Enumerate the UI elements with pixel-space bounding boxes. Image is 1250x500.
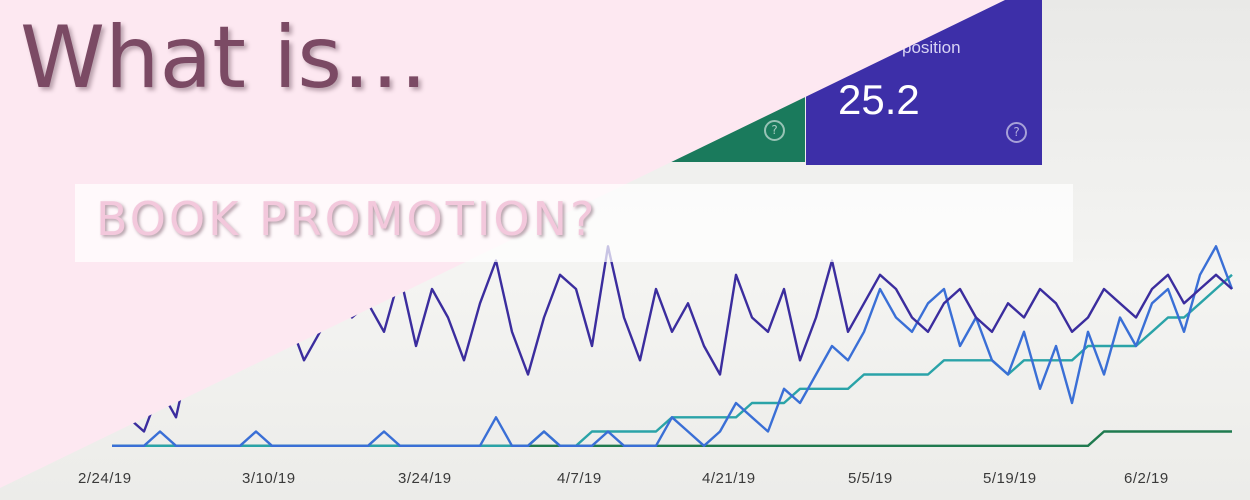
chart-series-line xyxy=(112,430,1232,447)
chart-series-group xyxy=(111,245,1234,447)
x-tick-label: 3/10/19 xyxy=(242,470,296,487)
chart-series-line xyxy=(111,245,1233,433)
x-tick-label: 4/7/19 xyxy=(557,470,602,487)
x-tick-label: 4/21/19 xyxy=(702,470,756,487)
page-title: What is… xyxy=(20,8,428,108)
chart-series-line xyxy=(112,273,1233,447)
subtitle-banner xyxy=(75,184,1073,262)
page-subtitle: BOOK PROMOTION? xyxy=(96,192,598,246)
x-tick-label: 3/24/19 xyxy=(398,470,452,487)
help-circle-icon[interactable]: ? xyxy=(1006,122,1027,143)
x-tick-label: 2/24/19 xyxy=(78,470,132,487)
x-tick-label: 5/5/19 xyxy=(848,470,893,487)
x-tick-label: 6/2/19 xyxy=(1124,470,1169,487)
chart-series-line xyxy=(112,245,1234,447)
x-tick-label: 5/19/19 xyxy=(983,470,1037,487)
